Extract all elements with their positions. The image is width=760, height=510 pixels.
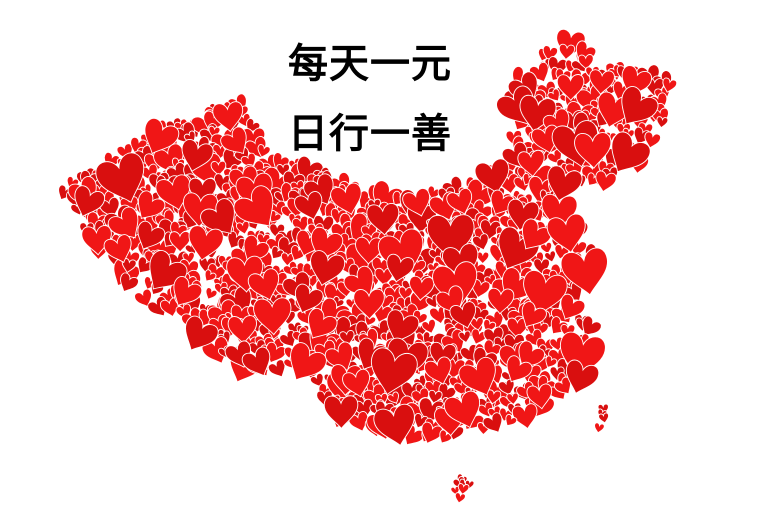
heart-shape [545,355,558,369]
heart-shape [574,132,612,169]
slogan-line-2: 日行一善 [288,111,452,157]
heart-shape [294,283,324,314]
heart-shape [370,347,418,396]
heart-shape [373,403,415,447]
heart-shape [662,77,678,93]
heart-shape [511,403,538,430]
heart-shape [342,368,371,398]
heart-shape [560,247,608,296]
heart-shape [247,268,280,301]
heart-shape [421,318,436,335]
heart-shape [233,185,274,227]
heart-shape [323,395,359,430]
heart-shape [402,187,431,217]
heart-shape [549,366,565,382]
heart-shape [137,190,166,220]
heart-shape [95,152,145,203]
heart-shape [595,170,617,193]
heart-shape [526,383,553,410]
heart-shape [547,88,560,102]
heart-shape [205,287,218,300]
heart-shape [517,149,545,178]
heart-shape [560,293,586,320]
heart-shape [409,275,435,302]
heart-shape [611,131,651,173]
heart-shape [387,391,400,404]
heart-shape [621,86,659,125]
heart-shape [200,198,235,235]
heart-shape [521,301,547,328]
heart-shape [482,412,503,434]
heart-shape [181,139,214,173]
heart-shape [137,220,166,250]
heart-shape [506,355,533,383]
heart-shape [271,245,285,260]
heart-shape [267,359,286,378]
heart-shape [107,206,139,239]
heart-shape [458,356,496,396]
heart-shape [598,412,610,424]
heart-shape [386,253,415,283]
heart-shape [185,315,219,351]
heart-shape [310,250,346,287]
heart-shape [188,225,224,262]
heart-shape [656,116,669,129]
slogan-line-1: 每天一元 [288,41,452,87]
heart-shape [144,117,180,155]
heart-shape [74,185,106,218]
heart-shape [353,288,385,320]
heart-shape [556,74,585,102]
heart-shape [241,346,271,377]
heart-shape [330,182,362,216]
heart-shape [423,356,452,385]
heart-shape [505,413,518,427]
heart-shape [472,233,489,251]
heart-shape [487,287,515,315]
heart-shape [155,174,191,211]
heart-shape [425,294,440,309]
heart-shape [454,492,466,504]
heart-shape [446,187,473,215]
heart-shape [458,330,471,344]
heart-shape [220,126,247,155]
heart-shape [253,297,292,336]
heart-shape [204,269,217,282]
heart-shape [294,191,323,221]
heart-shape [366,202,400,236]
heart-shape [594,422,605,434]
heart-shape [173,275,203,307]
heart-shape [103,234,132,264]
heart-shape [269,210,282,223]
heart-shape [531,124,560,154]
heart-shape [443,390,481,429]
heart-shape [308,307,338,339]
heart-shape [553,376,571,395]
heart-shape [212,101,244,133]
heart-shape [507,198,540,232]
heart-shape [565,359,600,395]
heart-shape [257,144,271,158]
heart-shape [120,272,139,293]
heart-shape [449,301,477,329]
heart-shape [558,43,576,61]
